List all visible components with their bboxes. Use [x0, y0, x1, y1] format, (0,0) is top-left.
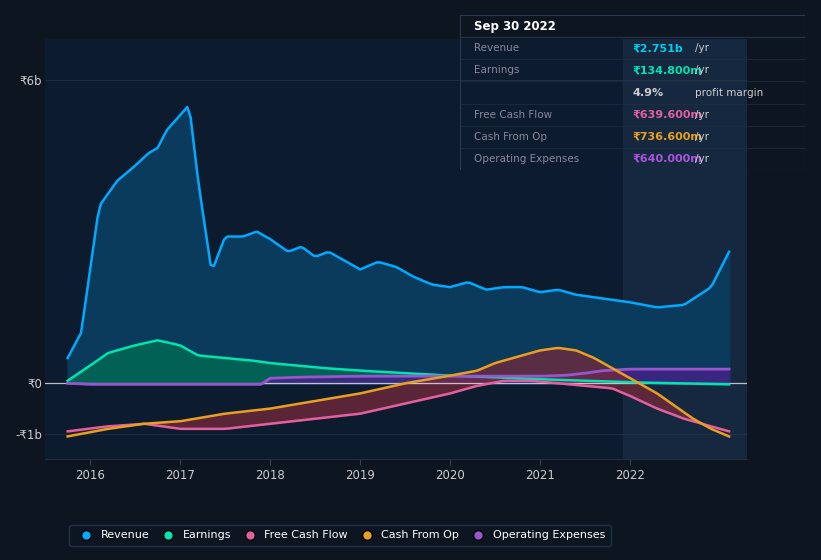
- Text: ₹640.000m: ₹640.000m: [632, 154, 702, 164]
- Text: ₹2.751b: ₹2.751b: [632, 43, 683, 53]
- Bar: [623, 39, 747, 459]
- Text: Cash From Op: Cash From Op: [474, 132, 547, 142]
- Text: profit margin: profit margin: [695, 87, 763, 97]
- Text: /yr: /yr: [695, 66, 709, 76]
- Text: /yr: /yr: [695, 132, 709, 142]
- Text: Free Cash Flow: Free Cash Flow: [474, 110, 552, 120]
- Text: /yr: /yr: [695, 110, 709, 120]
- Text: ₹736.600m: ₹736.600m: [632, 132, 703, 142]
- Text: ₹639.600m: ₹639.600m: [632, 110, 703, 120]
- Text: Revenue: Revenue: [474, 43, 519, 53]
- Text: 4.9%: 4.9%: [632, 87, 663, 97]
- Legend: Revenue, Earnings, Free Cash Flow, Cash From Op, Operating Expenses: Revenue, Earnings, Free Cash Flow, Cash …: [70, 525, 611, 546]
- Text: /yr: /yr: [695, 154, 709, 164]
- Text: Sep 30 2022: Sep 30 2022: [474, 20, 556, 32]
- Text: /yr: /yr: [695, 43, 709, 53]
- Text: Earnings: Earnings: [474, 66, 520, 76]
- Text: Operating Expenses: Operating Expenses: [474, 154, 579, 164]
- Text: ₹134.800m: ₹134.800m: [632, 66, 702, 76]
